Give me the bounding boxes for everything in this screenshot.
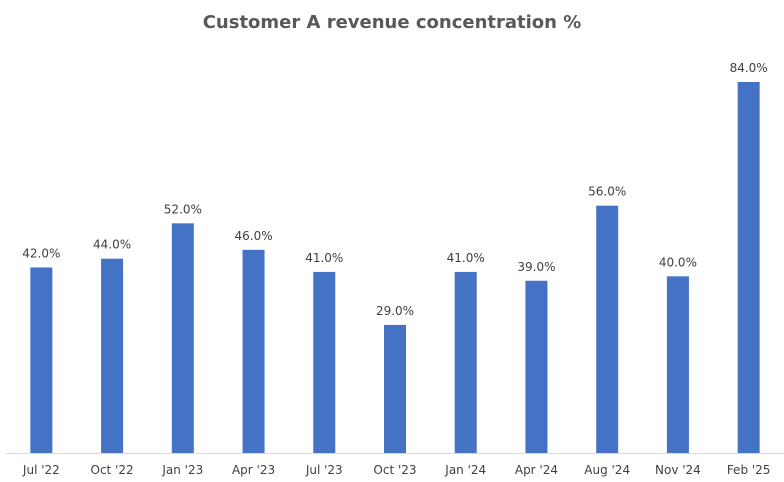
- bar-8: [596, 205, 619, 453]
- data-label-8: 56.0%: [588, 185, 626, 199]
- x-tick-label-10: Feb '25: [727, 463, 771, 477]
- bar-3: [242, 249, 265, 453]
- bar-1: [101, 258, 124, 453]
- bar-7: [525, 280, 548, 453]
- x-axis-tick-labels: Jul '22 Oct '22 Jan '23 Apr '23 Jul '23 Oct '…: [22, 463, 771, 477]
- x-tick-label-6: Jan '24: [444, 463, 486, 477]
- data-label-10: 84.0%: [730, 61, 768, 75]
- bar-6: [454, 271, 477, 453]
- data-label-0: 42.0%: [22, 247, 60, 261]
- data-labels-layer: 42.0% 44.0% 52.0% 46.0% 41.0% 29.0% 41.0% 39.0%…: [22, 61, 767, 318]
- data-label-4: 41.0%: [305, 251, 343, 265]
- x-tick-label-3: Apr '23: [232, 463, 275, 477]
- data-label-1: 44.0%: [93, 238, 131, 252]
- data-label-3: 46.0%: [234, 229, 272, 243]
- data-label-6: 41.0%: [447, 251, 485, 265]
- data-label-9: 40.0%: [659, 255, 697, 269]
- x-tick-label-5: Oct '23: [373, 463, 416, 477]
- data-label-2: 52.0%: [164, 202, 202, 216]
- bar-9: [666, 276, 689, 453]
- bar-5: [384, 324, 406, 453]
- data-label-7: 39.0%: [517, 260, 555, 274]
- x-tick-label-4: Jul '23: [305, 463, 343, 477]
- x-tick-label-7: Apr '24: [515, 463, 558, 477]
- chart-title: Customer A revenue concentration %: [202, 12, 582, 33]
- x-tick-label-9: Nov '24: [655, 463, 701, 477]
- bar-10: [737, 82, 760, 453]
- x-tick-label-0: Jul '22: [22, 463, 60, 477]
- x-tick-label-1: Oct '22: [91, 463, 134, 477]
- bars-layer: [30, 82, 760, 453]
- x-tick-label-8: Aug '24: [584, 463, 630, 477]
- bar-4: [313, 271, 336, 453]
- data-label-5: 29.0%: [376, 304, 414, 318]
- x-tick-label-2: Jan '23: [161, 463, 203, 477]
- bar-0: [30, 267, 53, 453]
- bar-2: [171, 223, 194, 453]
